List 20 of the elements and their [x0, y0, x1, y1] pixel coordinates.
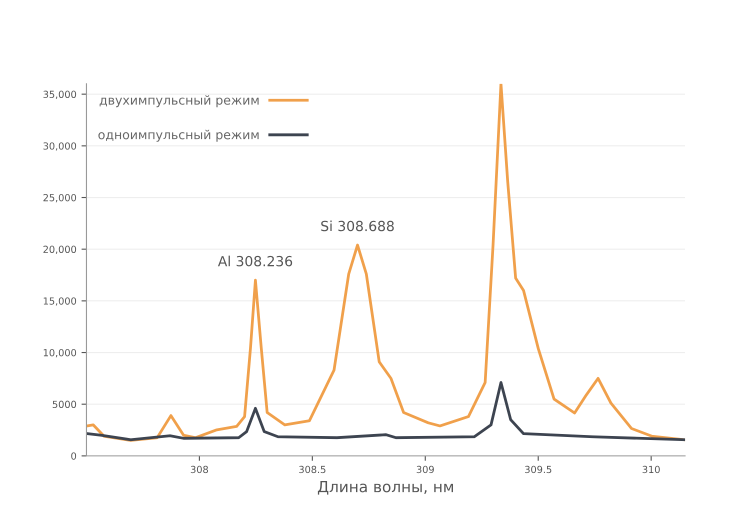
y-tick-label: 15,000 — [44, 297, 76, 306]
y-tick-label: 10,000 — [44, 349, 76, 358]
x-tick-label: 308.5 — [299, 466, 326, 474]
y-tick-label: 0 — [71, 452, 76, 460]
y-tick-label: 5000 — [52, 400, 76, 408]
x-tick-label: 309.5 — [525, 466, 552, 474]
y-tick-label: 35,000 — [43, 90, 76, 99]
x-tick-label: 309 — [416, 466, 434, 474]
y-tick-label: 30,000 — [43, 142, 76, 151]
x-tick-label: 310 — [642, 466, 660, 474]
legend-label: двухимпульсный режим — [100, 95, 259, 108]
annotation: Si 308.688 — [321, 220, 394, 232]
y-tick-label: 25,000 — [43, 194, 76, 202]
legend-label: одноимпульсный режим — [98, 130, 259, 142]
y-tick-label: 20,000 — [43, 246, 76, 254]
line-series — [86, 381, 686, 442]
x-axis-title: Длина волны, нм — [318, 481, 453, 495]
annotation: Al 308.236 — [218, 256, 292, 266]
line-series — [86, 84, 686, 442]
x-tick-label: 308 — [190, 466, 208, 474]
